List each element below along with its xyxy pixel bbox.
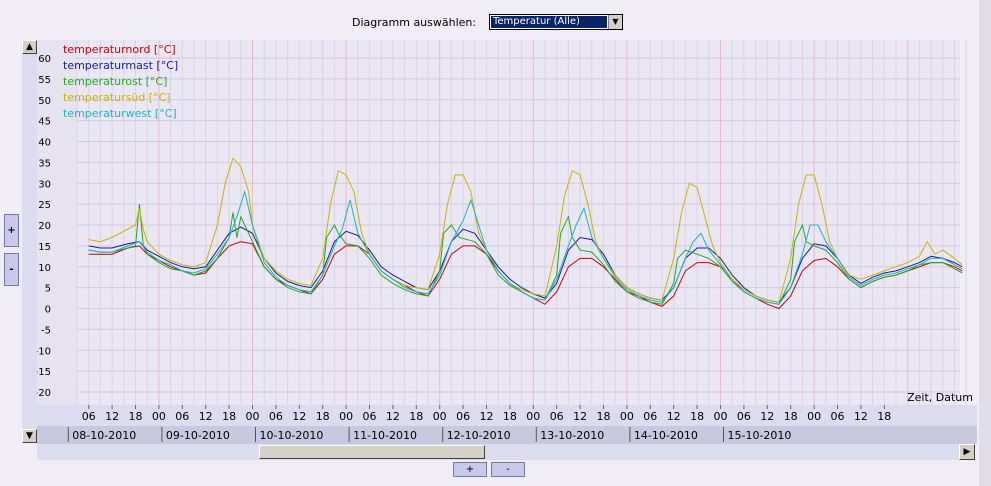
y-tick-label: 45 <box>38 117 51 128</box>
chart-axis-background <box>37 40 77 405</box>
diagram-select-label: Diagramm auswählen: <box>352 16 477 29</box>
x-hour-label: 06 <box>831 410 845 423</box>
x-hour-label: 12 <box>292 410 306 423</box>
zoom-in-button[interactable]: + <box>453 462 487 477</box>
x-date-label: 08-10-2010 <box>72 429 136 442</box>
x-axis-label: Zeit, Datum <box>907 391 973 404</box>
y-tick-label: 40 <box>38 138 51 149</box>
x-hour-label: 12 <box>667 410 681 423</box>
x-hour-label: 18 <box>877 410 891 423</box>
scroll-up-button[interactable]: ▲ <box>22 40 37 54</box>
y-tick-label: -15 <box>37 367 51 378</box>
series-line <box>88 157 963 303</box>
x-hour-label: 18 <box>503 410 517 423</box>
x-hour-label: 06 <box>363 410 377 423</box>
x-date-label: 09-10-2010 <box>166 429 230 442</box>
x-hour-label: 12 <box>854 410 868 423</box>
chart-plot-background <box>77 40 960 405</box>
diagram-select[interactable]: Temperatur (Alle) ▼ <box>489 14 623 30</box>
x-hour-label: 18 <box>784 410 798 423</box>
y-tick-label: -5 <box>41 325 51 336</box>
x-hour-label: 00 <box>714 410 728 423</box>
y-tick-label: 50 <box>38 96 51 107</box>
chart-legend: temperaturnord [°C] temperaturmast [°C] te… <box>63 43 178 120</box>
vertical-scroll-track[interactable] <box>22 54 37 429</box>
x-date-label: 10-10-2010 <box>260 429 324 442</box>
y-tick-label: 55 <box>38 75 51 86</box>
x-hour-label: 18 <box>690 410 704 423</box>
x-date-label: 14-10-2010 <box>634 429 698 442</box>
x-hour-label: 12 <box>760 410 774 423</box>
chart-hour-band <box>37 405 977 426</box>
x-hour-label: 18 <box>597 410 611 423</box>
x-hour-label: 00 <box>620 410 634 423</box>
x-hour-label: 18 <box>316 410 330 423</box>
y-tick-label: 60 <box>38 54 51 65</box>
x-hour-label: 12 <box>199 410 213 423</box>
x-hour-label: 00 <box>246 410 260 423</box>
scroll-right-button[interactable]: ▶ <box>959 444 975 460</box>
x-hour-label: 00 <box>526 410 540 423</box>
chart-date-band <box>37 426 977 444</box>
x-hour-label: 18 <box>409 410 423 423</box>
x-hour-label: 06 <box>643 410 657 423</box>
top-bar: Diagramm auswählen: Temperatur (Alle) ▼ <box>0 0 979 40</box>
x-hour-label: 00 <box>152 410 166 423</box>
horizontal-scroll-track[interactable] <box>37 444 975 460</box>
x-axis-hour-ticks: 06 12 18 00 06 12 18 00 06 12 18 00 06 12 18 00 06 12 18 00… <box>82 405 891 423</box>
legend-entry: temperaturnord [°C] <box>63 43 176 56</box>
y-tick-label: 0 <box>45 305 51 316</box>
y-tick-label: 15 <box>38 242 51 253</box>
zoom-out-button[interactable]: - <box>491 462 525 477</box>
legend-entry: temperatursüd [°C] <box>63 91 171 104</box>
x-hour-label: 00 <box>339 410 353 423</box>
x-hour-label: 18 <box>222 410 236 423</box>
y-tick-label: -20 <box>37 388 51 399</box>
x-hour-label: 00 <box>807 410 821 423</box>
x-hour-label: 18 <box>129 410 143 423</box>
horizontal-scroll-thumb[interactable] <box>259 445 485 459</box>
y-tick-label: 30 <box>38 179 51 190</box>
x-hour-label: 12 <box>386 410 400 423</box>
diagram-select-value: Temperatur (Alle) <box>491 16 607 28</box>
x-date-label: 12-10-2010 <box>447 429 511 442</box>
series-line <box>88 226 963 303</box>
x-date-label: 15-10-2010 <box>728 429 792 442</box>
chevron-down-icon[interactable]: ▼ <box>608 15 622 29</box>
x-hour-label: 12 <box>105 410 119 423</box>
y-tick-label: 20 <box>38 221 51 232</box>
scroll-down-button[interactable]: ▼ <box>22 429 37 443</box>
x-hour-label: 06 <box>269 410 283 423</box>
y-tick-label: 10 <box>38 263 51 274</box>
x-date-label: 11-10-2010 <box>353 429 417 442</box>
x-hour-label: 06 <box>456 410 470 423</box>
x-date-label: 13-10-2010 <box>540 429 604 442</box>
x-hour-label: 06 <box>550 410 564 423</box>
x-hour-label: 06 <box>175 410 189 423</box>
x-hour-label: 12 <box>480 410 494 423</box>
legend-entry: temperaturmast [°C] <box>63 59 178 72</box>
chart-series <box>88 157 963 310</box>
x-hour-label: 06 <box>82 410 96 423</box>
series-line <box>88 189 963 305</box>
x-hour-label: 06 <box>737 410 751 423</box>
x-hour-label: 00 <box>433 410 447 423</box>
zoom-in-vertical-button[interactable]: + <box>4 214 19 247</box>
legend-entry: temperaturost [°C] <box>63 75 167 88</box>
y-tick-label: 5 <box>45 284 51 295</box>
series-line <box>88 204 963 305</box>
x-axis-date-ticks: 08-10-2010 09-10-2010 10-10-2010 11-10-2010… <box>67 427 792 442</box>
right-edge-strip <box>979 0 991 486</box>
x-hour-label: 12 <box>573 410 587 423</box>
legend-entry: temperaturwest [°C] <box>63 107 177 120</box>
y-tick-label: -10 <box>37 346 51 357</box>
y-tick-label: 35 <box>38 158 51 169</box>
zoom-out-vertical-button[interactable]: - <box>4 253 19 286</box>
y-tick-label: 25 <box>38 200 51 211</box>
